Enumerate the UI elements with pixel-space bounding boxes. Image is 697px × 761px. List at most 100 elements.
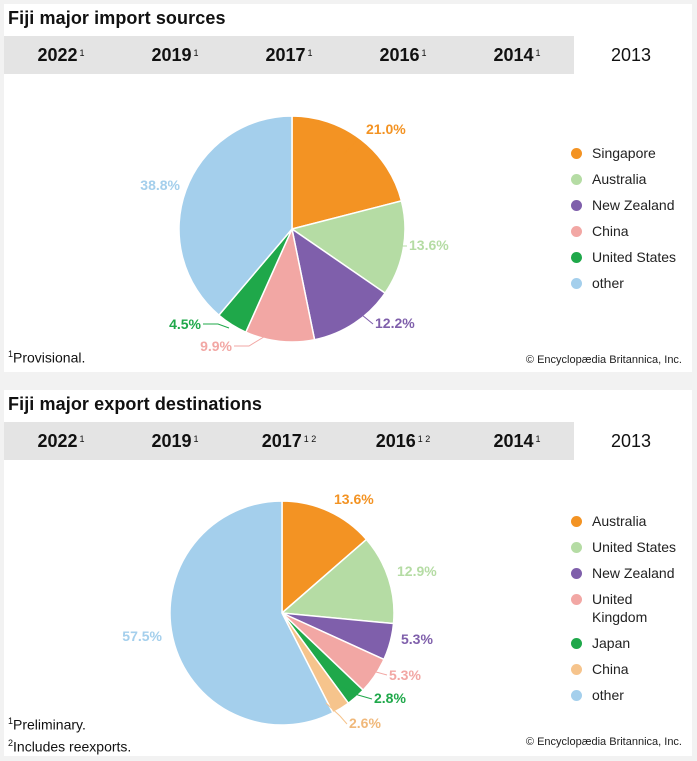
tab-footnote-marker: 1 [193,48,199,58]
legend-item: China [571,222,684,240]
tab-2017[interactable]: 2017 1 2 [232,422,346,460]
data-label: 57.5% [122,628,162,644]
tab-2019[interactable]: 2019 1 [118,36,232,74]
tab-label: 2019 [151,430,192,451]
pie-slice-australia [281,500,368,615]
data-label: 13.6% [409,237,449,253]
legend-swatch [571,542,582,553]
legend-label: other [592,275,624,291]
legend-swatch [571,252,582,263]
data-label: 9.9% [200,338,232,354]
tab-label: 2022 [37,44,78,65]
legend-item: China [571,660,684,678]
pie-slice-new-zealand [290,227,387,341]
legend-item: United States [571,248,684,266]
data-label: 5.3% [401,631,433,647]
legend-label: other [592,687,624,703]
legend-swatch [571,594,582,605]
tab-footnote-marker: 1 2 [417,434,431,444]
tab-label: 2016 [379,44,420,65]
legend-item: other [571,686,684,704]
leader-line [375,671,388,676]
footnote-text: Includes reexports. [13,738,132,755]
tab-2016[interactable]: 2016 1 2 [346,422,460,460]
exports-credit: © Encyclopædia Britannica, Inc. [525,736,682,748]
leader-line [361,314,374,325]
legend-item: United Kingdom [571,590,684,626]
tab-label: 2014 [493,44,534,65]
legend-item: United States [571,538,684,556]
data-label: 38.8% [140,177,180,193]
leader-line [325,702,348,725]
legend-label: Singapore [592,145,656,161]
data-label: 21.0% [366,121,406,137]
pie-slice-other [178,115,293,317]
exports-year-tabs: 2022 1 2019 1 2017 1 2 2016 1 2 2014 1 2013 [4,422,688,460]
data-label: 13.6% [334,491,374,507]
legend-swatch [571,664,582,675]
legend-label: China [592,661,629,677]
tab-label: 2013 [610,430,652,451]
tab-2014[interactable]: 2014 1 [460,36,574,74]
tab-footnote-marker: 1 [307,48,313,58]
tab-2016[interactable]: 2016 1 [346,36,460,74]
tab-label: 2014 [493,430,534,451]
imports-credit: © Encyclopædia Britannica, Inc. [525,354,682,366]
legend-label: United Kingdom [592,591,648,625]
pie-slice-other [169,500,334,726]
tab-2014[interactable]: 2014 1 [460,422,574,460]
legend-swatch [571,638,582,649]
legend-label: New Zealand [592,197,675,213]
legend-swatch [571,174,582,185]
tab-label: 2022 [37,430,78,451]
legend-label: United States [592,539,677,555]
tab-label: 2017 [265,44,306,65]
tab-2022[interactable]: 2022 1 [4,36,118,74]
data-label: 12.2% [375,315,415,331]
tab-2013[interactable]: 2013 [574,422,688,460]
data-label: 2.6% [349,715,381,731]
legend-label: Australia [592,513,647,529]
footnote: 1Provisional. [8,345,85,367]
footnote-text: Provisional. [13,349,86,366]
leader-line [234,331,273,347]
exports-footnotes: 1Preliminary. 2Includes reexports. [8,712,131,755]
legend-swatch [571,200,582,211]
tab-2013[interactable]: 2013 [574,36,688,74]
tab-2019[interactable]: 2019 1 [118,422,232,460]
legend-label: China [592,223,629,239]
footnote: 2Includes reexports. [8,734,131,756]
legend-item: other [571,274,684,292]
legend-swatch [571,690,582,701]
legend-item: Japan [571,634,684,652]
legend-item: Australia [571,170,684,188]
tab-2022[interactable]: 2022 1 [4,422,118,460]
imports-pie-chart: 21.0% 13.6% 12.2% 9.9% 4.5% 38.8% [140,115,449,354]
pie-slice-australia [290,199,406,295]
imports-year-tabs: 2022 1 2019 1 2017 1 2016 1 2014 1 2013 [4,36,688,74]
imports-legend: Singapore Australia New Zealand China United… [571,144,684,300]
legend-swatch [571,516,582,527]
data-label: 5.3% [389,667,421,683]
leader-line [343,138,359,155]
tab-2017[interactable]: 2017 1 [232,36,346,74]
legend-item: New Zealand [571,196,684,214]
tab-footnote-marker: 1 [79,48,85,58]
footnote-marker: 2 [8,737,14,748]
tab-footnote-marker: 1 [535,48,541,58]
legend-label: Japan [592,635,631,651]
footnote-text: Preliminary. [13,716,86,733]
imports-title: Fiji major import sources [8,8,226,28]
legend-label: United States [592,249,677,265]
tab-footnote-marker: 1 2 [303,434,317,444]
legend-label: New Zealand [592,565,675,581]
exports-title: Fiji major export destinations [8,394,263,414]
legend-swatch [571,148,582,159]
data-label: 12.9% [397,563,437,579]
tab-footnote-marker: 1 [421,48,427,58]
tab-label: 2013 [610,44,652,65]
leader-line [203,323,230,329]
legend-label: Australia [592,171,647,187]
tab-footnote-marker: 1 [193,434,199,444]
legend-swatch [571,226,582,237]
